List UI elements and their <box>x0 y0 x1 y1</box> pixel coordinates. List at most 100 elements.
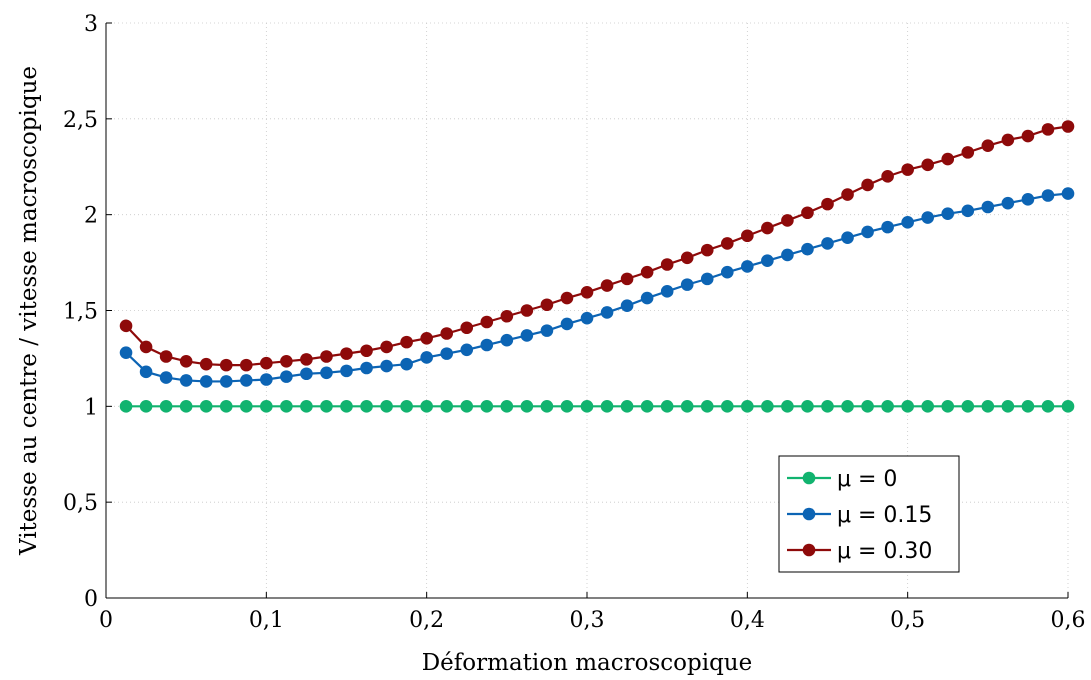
data-point <box>340 364 353 378</box>
data-point <box>640 291 654 305</box>
data-point <box>921 400 935 413</box>
data-point <box>600 279 614 292</box>
data-point <box>480 400 494 413</box>
y-tick-label: 0,5 <box>63 491 98 516</box>
data-point <box>500 400 514 413</box>
data-point <box>219 400 233 413</box>
data-point <box>440 347 454 360</box>
data-point <box>580 285 594 299</box>
data-point <box>260 356 273 370</box>
data-point <box>720 265 734 279</box>
data-point <box>239 374 253 387</box>
data-point <box>640 400 654 413</box>
data-point <box>921 211 935 224</box>
data-point <box>941 400 955 413</box>
series-group <box>119 120 1075 413</box>
data-point <box>841 231 854 244</box>
data-point <box>881 170 894 183</box>
data-point <box>159 371 173 384</box>
data-point <box>540 298 554 312</box>
data-point <box>680 400 694 413</box>
y-tick-label: 1 <box>84 395 98 420</box>
data-point <box>360 400 373 413</box>
data-point <box>260 400 273 413</box>
data-point <box>741 260 754 273</box>
data-point <box>720 400 734 413</box>
data-point <box>420 351 433 364</box>
data-point <box>179 354 193 368</box>
data-point <box>761 254 774 267</box>
data-point <box>360 344 373 358</box>
data-point <box>360 361 373 375</box>
data-point <box>320 400 333 413</box>
data-point <box>260 373 273 386</box>
data-point <box>1001 133 1015 147</box>
data-point <box>139 400 153 413</box>
data-point <box>380 340 393 354</box>
data-point <box>620 272 634 286</box>
data-point <box>560 400 574 413</box>
data-point <box>660 258 674 271</box>
data-point <box>340 347 353 360</box>
data-point <box>821 400 834 413</box>
data-point <box>580 311 594 325</box>
data-point <box>480 315 494 329</box>
legend-swatch-marker <box>802 543 816 557</box>
data-point <box>460 321 474 335</box>
x-tick-label: 0 <box>99 608 113 633</box>
data-point <box>119 400 133 413</box>
data-point <box>600 306 614 319</box>
data-point <box>700 272 714 286</box>
data-point <box>801 206 814 220</box>
data-point <box>340 400 353 413</box>
data-point <box>620 299 634 313</box>
data-point <box>981 400 995 413</box>
data-point <box>1041 400 1055 413</box>
data-point <box>1061 400 1075 413</box>
legend-swatch-marker <box>802 471 816 485</box>
data-point <box>1021 400 1035 413</box>
legend: μ = 0 μ = 0.15 μ = 0.30 <box>778 455 960 573</box>
data-point <box>280 354 293 368</box>
data-point <box>300 400 313 413</box>
data-point <box>560 317 574 331</box>
data-point <box>901 400 914 413</box>
data-point <box>320 366 333 380</box>
series-3 <box>119 120 1075 372</box>
data-point <box>520 329 534 342</box>
legend-label: μ = 0 <box>837 467 897 492</box>
data-point <box>821 237 834 250</box>
x-tick-label: 0,4 <box>730 608 765 633</box>
data-point <box>119 346 133 359</box>
data-point <box>981 200 995 214</box>
data-point <box>179 400 193 413</box>
data-point <box>239 358 253 372</box>
data-point <box>1021 129 1035 143</box>
data-point <box>881 220 894 234</box>
y-axis-ticks: 0 0,5 1 1,5 2 2,5 3 <box>63 12 112 612</box>
data-point <box>781 214 794 227</box>
data-point <box>239 400 253 413</box>
data-point <box>801 242 814 256</box>
data-point <box>801 400 814 413</box>
data-point <box>320 350 333 363</box>
legend-item: μ = 0 <box>787 467 897 492</box>
data-point <box>640 265 654 279</box>
data-point <box>1001 400 1015 413</box>
data-point <box>1001 196 1015 210</box>
data-point <box>861 225 874 239</box>
data-point <box>901 163 914 176</box>
data-point <box>420 400 433 413</box>
x-tick-label: 0,2 <box>409 608 444 633</box>
data-point <box>580 400 594 413</box>
data-point <box>781 248 794 262</box>
data-point <box>400 357 413 371</box>
data-point <box>179 374 193 387</box>
data-point <box>1021 193 1035 206</box>
x-tick-label: 0,5 <box>890 608 925 633</box>
data-point <box>720 237 734 250</box>
data-point <box>881 400 894 413</box>
data-point <box>981 139 995 152</box>
data-point <box>700 400 714 413</box>
data-point <box>680 251 694 265</box>
